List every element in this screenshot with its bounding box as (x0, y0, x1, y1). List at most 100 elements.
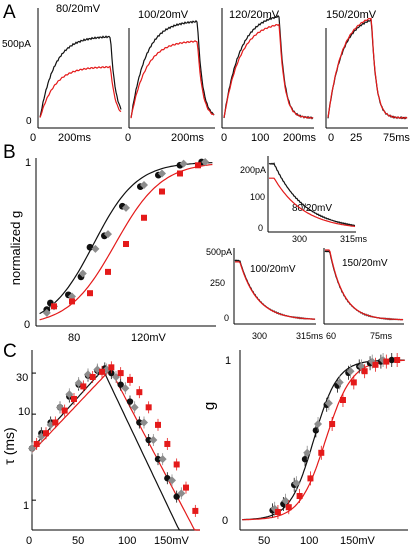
panel-c-left-xtick-2: 100 (118, 535, 136, 547)
panel-b-fit-black (39, 162, 213, 315)
panel-b-plot (39, 158, 213, 321)
panel-label-b: B (3, 142, 16, 163)
panel-c-left-point (43, 430, 49, 437)
inset-3-xtick-1: 75ms (370, 331, 393, 341)
panel-c-left-point (108, 364, 115, 371)
panel-c-left-point (158, 455, 167, 464)
panel-c-left-point (52, 419, 59, 426)
trace-3-title: 120/20mV (229, 9, 280, 21)
inset-1-title: 80/20mV (292, 203, 332, 214)
panel-c-right-point (346, 367, 355, 376)
panel-c-right-point (324, 399, 333, 408)
trace-3-tick-2: 200ms (283, 132, 317, 144)
panel-b-point (177, 170, 183, 177)
panel-c-right-point (329, 421, 336, 427)
panel-b-point (87, 290, 93, 297)
trace-3-tick-1: 100 (251, 132, 269, 144)
panel-label-c: C (3, 341, 17, 362)
panel-c-left-fit-black (31, 368, 200, 531)
trace-2-black-line (130, 19, 215, 118)
panel-c-right-point (303, 448, 312, 457)
panel-c-right-point (301, 456, 309, 463)
panel-c-left-point (145, 404, 152, 411)
panel-c-right-point (274, 509, 281, 515)
panel-c-left-point (192, 507, 199, 514)
panel-b-point (105, 268, 111, 275)
panel-c-right-point (318, 449, 325, 456)
panel-b-point (104, 230, 112, 239)
panel-c-left-xtick-1: 50 (72, 535, 84, 547)
panel-c-left-point (130, 403, 139, 412)
inset-2-xtick-1: 315ms (296, 331, 324, 341)
panel-a: 80/20mV 0 200ms 100/20mV 0 200ms 120/20m… (2, 3, 410, 144)
panel-c-right-point (361, 368, 368, 375)
panel-c-right-xtick-1: 100 (300, 535, 318, 547)
trace-1-black-line (39, 35, 122, 118)
panel-c-left-point (149, 436, 158, 445)
panel-c-right-point (394, 357, 401, 363)
panel-b-ylabel: normalized g (8, 211, 23, 285)
inset-3-red-line (325, 249, 403, 321)
panel-c-left-point (117, 381, 124, 388)
panel-c-left-point (155, 421, 161, 428)
panel-c-right-xtick-2: 150mV (340, 535, 376, 547)
panel-c-left-point (173, 493, 180, 500)
inset-1-red-line (269, 177, 356, 228)
trace-4-tick-0: 0 (328, 132, 334, 144)
trace-4-red-line (327, 17, 408, 120)
panel-b-point (123, 241, 129, 247)
panel-c-left: τ (ms) 1 10 30 0 50 100 150mV (1, 350, 200, 547)
inset-2-red-line (235, 261, 316, 320)
panel-c-right-point (312, 427, 320, 434)
panel-b-point (159, 188, 165, 195)
panel-c-right-point (292, 479, 301, 488)
panel-b-ytick-0: 0 (24, 319, 30, 331)
panel-c-right-point (372, 361, 379, 368)
panel-b-ytick-1: 1 (25, 157, 31, 169)
trace-1-title: 80/20mV (56, 3, 101, 15)
panel-c-right: g 0 1 50 100 150mV (201, 350, 408, 547)
panel-b-point (195, 162, 201, 169)
panel-c-right-xtick-0: 50 (258, 535, 270, 547)
trace-1-tick-0: 0 (30, 132, 36, 144)
inset-2-ytick-0: 500pA (206, 247, 232, 257)
panel-a-zero: 0 (26, 116, 32, 127)
panel-b-point (91, 244, 100, 253)
panel-c-left-point (168, 476, 176, 485)
panel-c-right-point (388, 356, 395, 364)
panel-c-left-point (183, 484, 189, 491)
panel-b-xtick-0: 80 (68, 332, 80, 344)
panel-c-right-point (281, 496, 290, 505)
panel-c-left-point (80, 383, 87, 390)
panel-b-fit-red (39, 163, 213, 321)
panel-c-right-point (285, 504, 292, 511)
panel-c-left-point (99, 368, 105, 375)
panel-c-left-point (164, 440, 171, 447)
panel-c-left-ytick-1: 10 (18, 406, 30, 418)
panel-b-point (179, 159, 188, 168)
inset-1-black-line (268, 162, 356, 227)
panel-c-right-point (339, 397, 346, 403)
trace-4-black-line (327, 17, 408, 120)
panel-c-left-point (127, 376, 133, 383)
inset-1-ytick-2: 0 (258, 223, 263, 233)
panel-c-right-plot (242, 353, 405, 521)
panel-c-left-plot (28, 361, 200, 531)
panel-c-right-fit-black (242, 359, 405, 521)
panel-c-left-ylabel: τ (ms) (1, 427, 17, 464)
trace-2-tick-0: 0 (125, 132, 131, 144)
panel-label-a: A (3, 2, 16, 23)
panel-b-point (78, 269, 87, 278)
panel-c-left-point (33, 440, 40, 447)
trace-4-title: 150/20mV (326, 9, 377, 21)
inset-3-title: 150/20mV (342, 258, 388, 269)
panel-c-left-point (140, 418, 148, 427)
panel-c-left-point (177, 489, 186, 498)
inset-1-ytick-0: 200pA (240, 165, 266, 175)
panel-c-right-ytick-0: 0 (222, 515, 228, 527)
panel-c-left-point (121, 384, 130, 393)
inset-2-ytick-2: 0 (224, 313, 229, 323)
trace-4-tick-1: 25 (350, 132, 362, 144)
inset-2-title: 100/20mV (250, 264, 296, 275)
